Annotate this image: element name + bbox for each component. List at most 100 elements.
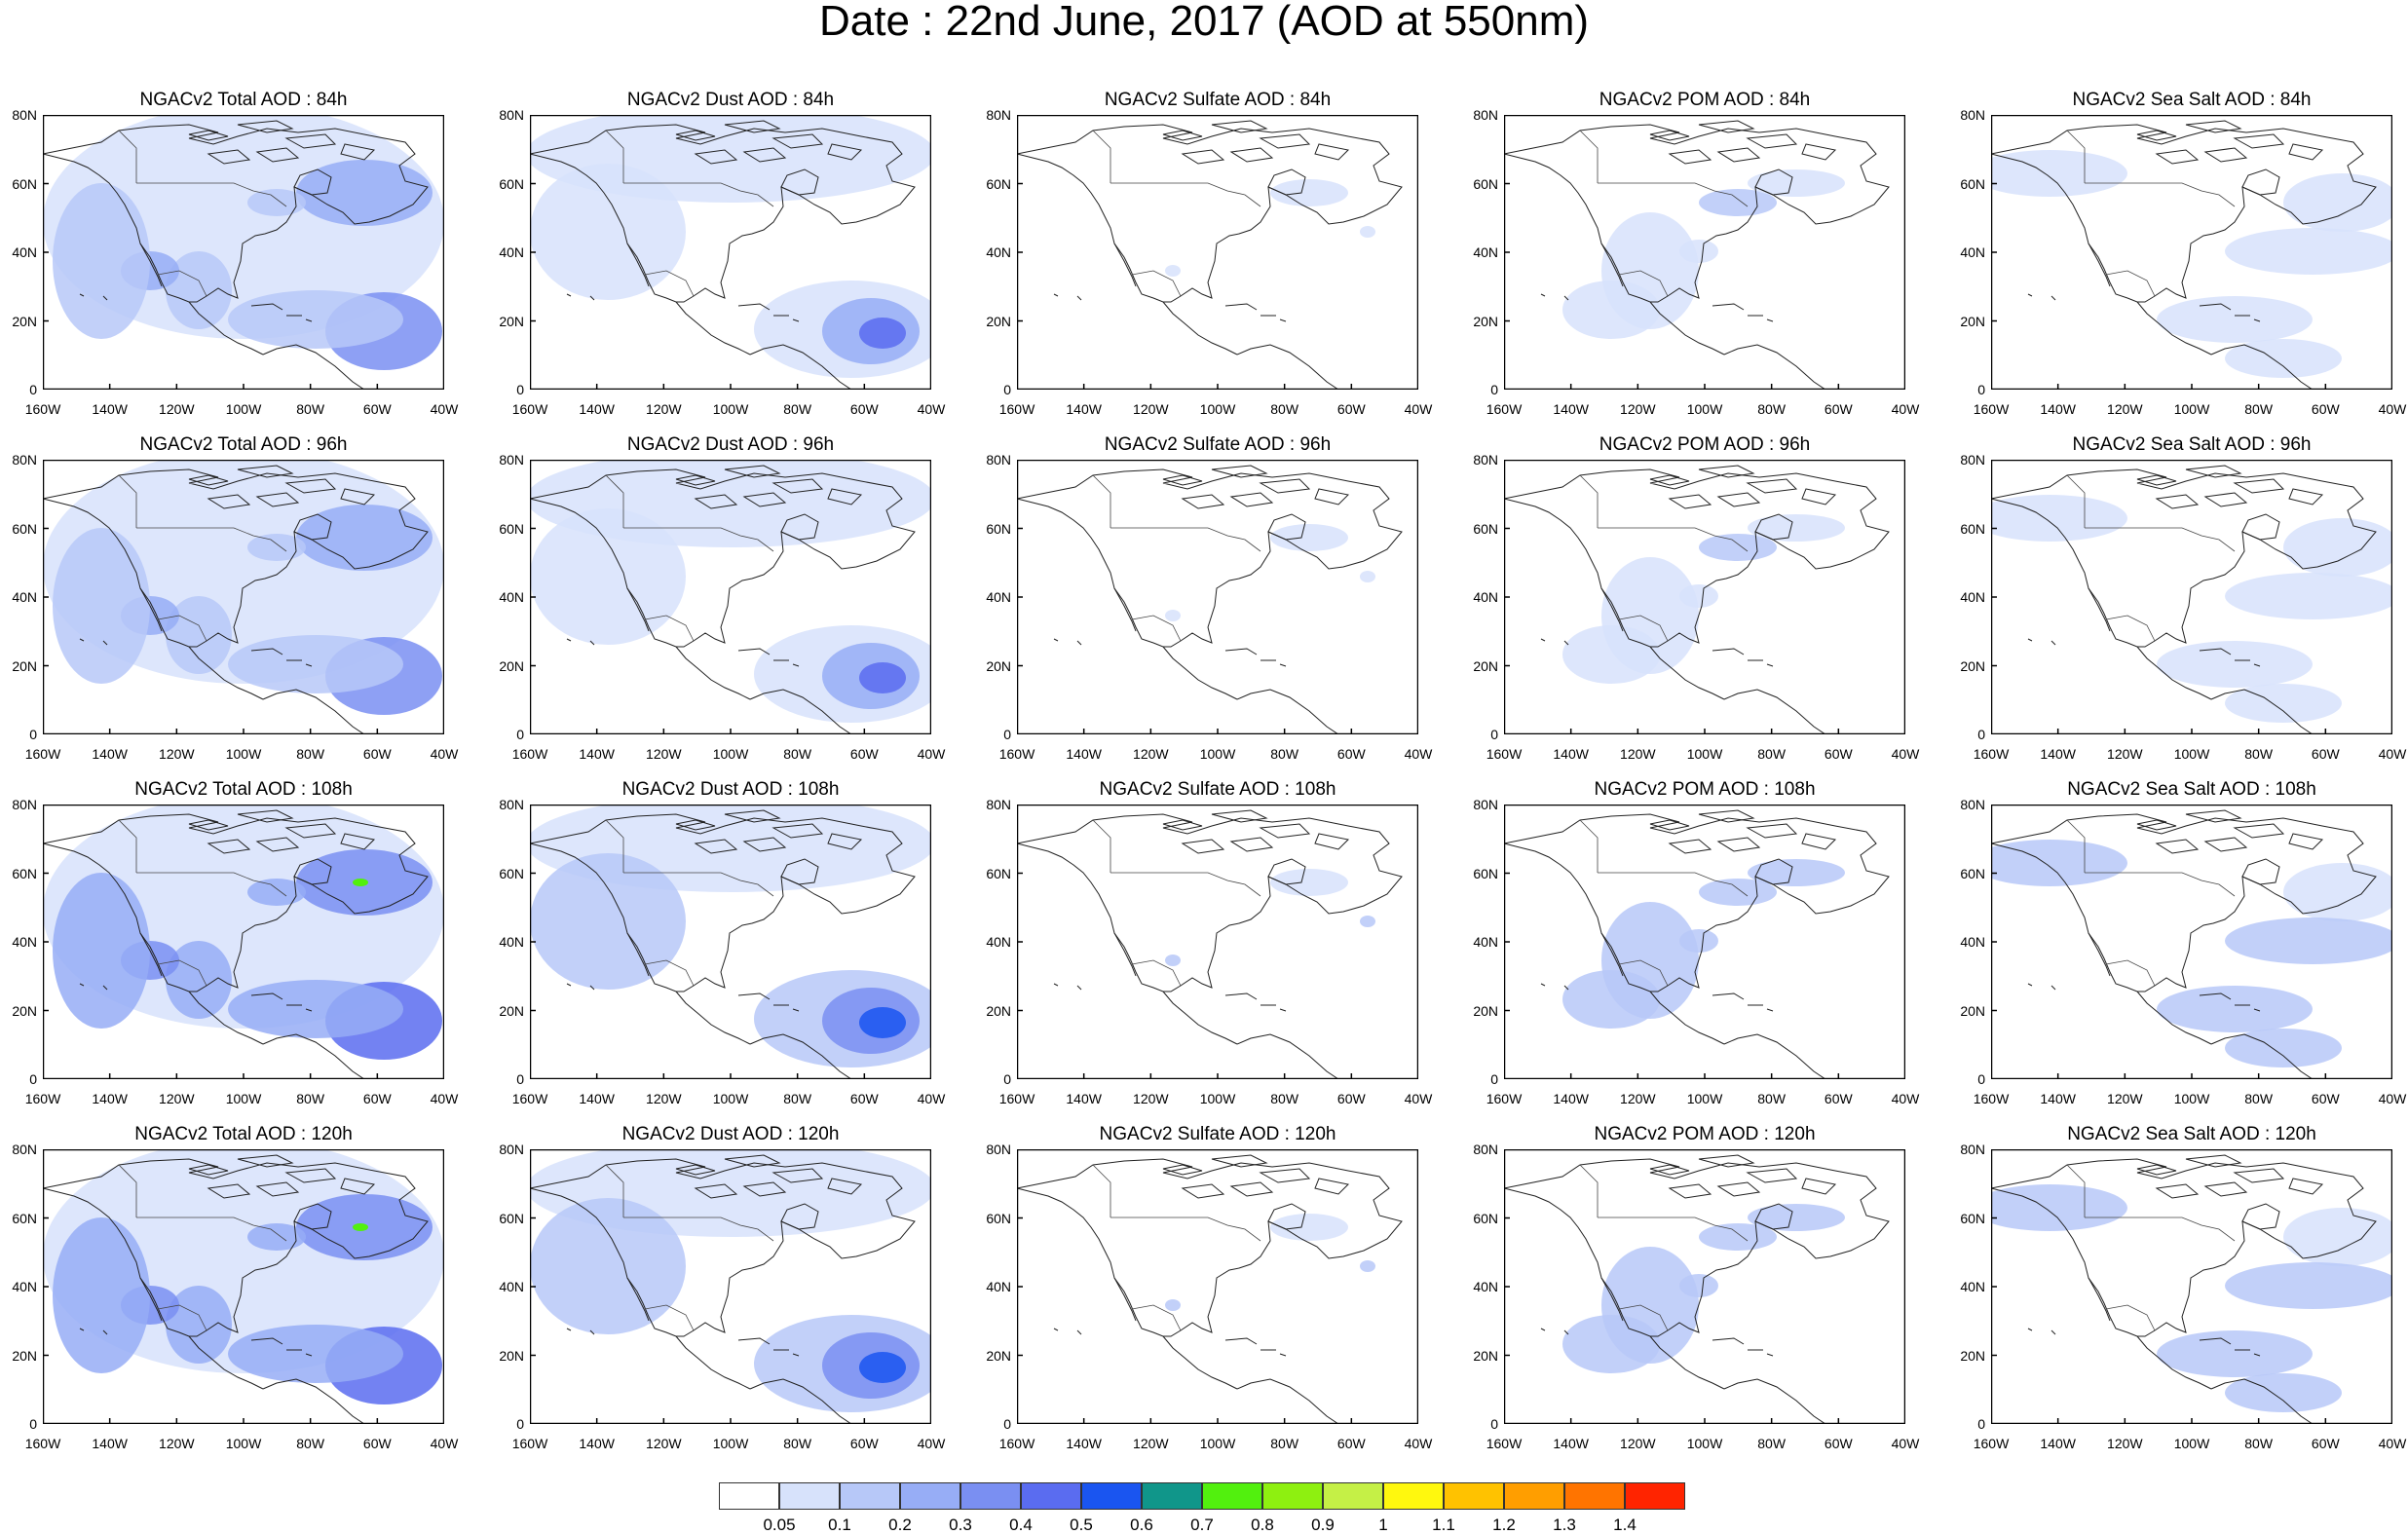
arctic-island (1801, 833, 1837, 850)
lat-label: 20N (499, 313, 524, 329)
lon-label: 40W (917, 1091, 946, 1106)
lon-label: 120W (1620, 1436, 1656, 1451)
lon-label: 80W (296, 1091, 325, 1106)
central-america (2136, 991, 2212, 1045)
lat-label: 20N (1960, 1002, 1985, 1019)
hudson-bay (1267, 168, 1306, 196)
lon-label: 60W (1336, 746, 1366, 762)
arctic-island (2155, 839, 2200, 854)
arctic-island (1211, 465, 1268, 478)
lat-label: 60N (12, 175, 37, 192)
lat-label: 0 (1977, 727, 1985, 742)
arctic-island (188, 819, 229, 831)
colorbar-swatch (1021, 1482, 1081, 1510)
lon-label: 120W (159, 401, 195, 417)
baja-peninsula (1113, 932, 1137, 977)
arctic-island (1162, 130, 1203, 141)
panel-title-sulfate-aod-84h: NGACv2 Sulfate AOD : 84h (1104, 90, 1332, 110)
arctic-island (1162, 1164, 1203, 1176)
lon-label: 100W (1686, 746, 1723, 762)
aod-hotspot (353, 1223, 368, 1231)
caribbean-islands (2027, 638, 2261, 667)
arctic-island (2155, 1183, 2200, 1199)
lon-label: 60W (362, 401, 392, 417)
aod-shade (247, 879, 306, 906)
lat-label: 40N (986, 244, 1011, 260)
arctic-island (694, 839, 738, 854)
aod-shade (1679, 929, 1718, 953)
lon-label: 40W (2378, 746, 2407, 762)
caribbean-islands (1540, 293, 1774, 322)
south-america (2210, 344, 2314, 390)
arctic-island (724, 465, 781, 478)
lon-label: 80W (296, 401, 325, 417)
hudson-bay (293, 168, 332, 196)
lon-label: 140W (2040, 1436, 2076, 1451)
aod-field (1504, 809, 1890, 1079)
aod-shade (1165, 1299, 1181, 1311)
lon-label: 80W (1270, 1091, 1299, 1106)
lat-label: 60N (1473, 175, 1498, 192)
baja-peninsula (1113, 243, 1137, 287)
arctic-island (1746, 478, 1798, 494)
aod-shade (530, 1198, 686, 1334)
lon-label: 60W (849, 746, 879, 762)
lat-label: 60N (1473, 865, 1498, 881)
lat-label: 40N (1473, 934, 1498, 950)
aod-shade (228, 980, 403, 1038)
south-america (262, 1378, 365, 1424)
lon-label: 60W (1824, 746, 1853, 762)
caribbean-islands (1053, 983, 1287, 1012)
aod-field (530, 805, 931, 1079)
lon-label: 120W (2107, 1091, 2143, 1106)
arctic-island (675, 819, 716, 831)
coastline (1017, 124, 1403, 303)
panel-title-total-aod-84h: NGACv2 Total AOD : 84h (139, 90, 348, 110)
colorbar-label: 0.2 (888, 1516, 912, 1534)
arctic-island (1229, 492, 1274, 507)
aod-shade (530, 508, 686, 645)
lat-label: 80N (1960, 1142, 1985, 1157)
lon-label: 80W (783, 401, 812, 417)
arctic-island (742, 147, 787, 163)
colorbar-label: 0.8 (1251, 1516, 1274, 1534)
caribbean-islands (1540, 983, 1774, 1012)
lon-label: 100W (712, 746, 749, 762)
lat-label: 0 (1490, 727, 1498, 742)
lon-label: 160W (24, 1436, 61, 1451)
colorbar-swatch (1202, 1482, 1262, 1510)
hudson-bay (780, 513, 819, 541)
aod-shade (228, 635, 403, 693)
hudson-bay (293, 513, 332, 541)
lon-label: 120W (2107, 746, 2143, 762)
aod-shade (1270, 524, 1348, 551)
aod-shade (1991, 840, 2127, 886)
central-america (1162, 1335, 1238, 1390)
panel-title-dust-aod-84h: NGACv2 Dust AOD : 84h (626, 90, 835, 110)
central-america (2136, 301, 2212, 356)
panel-title-sulfate-aod-120h: NGACv2 Sulfate AOD : 120h (1099, 1124, 1336, 1144)
arctic-island (255, 837, 300, 852)
lon-label: 100W (225, 746, 262, 762)
aod-shade (247, 534, 306, 561)
aod-field (1991, 809, 2392, 1079)
aod-field (530, 115, 931, 390)
aod-shade (2283, 518, 2392, 577)
lon-label: 140W (579, 401, 615, 417)
aod-shade (228, 1325, 403, 1383)
country-border (1579, 1164, 1749, 1331)
lat-label: 20N (12, 657, 37, 674)
lon-label: 160W (1486, 401, 1523, 417)
lat-label: 60N (986, 865, 1011, 881)
lon-label: 60W (849, 1436, 879, 1451)
arctic-island (1668, 1183, 1712, 1199)
aod-shade (1562, 625, 1660, 684)
lon-label: 100W (712, 1091, 749, 1106)
map-sea-salt-aod-96h (1991, 460, 2392, 734)
aod-shade (859, 662, 906, 693)
lat-label: 0 (29, 727, 37, 742)
lon-label: 60W (362, 1091, 392, 1106)
arctic-island (207, 494, 251, 509)
caribbean-islands (79, 293, 313, 322)
colorbar-swatch (1444, 1482, 1504, 1510)
